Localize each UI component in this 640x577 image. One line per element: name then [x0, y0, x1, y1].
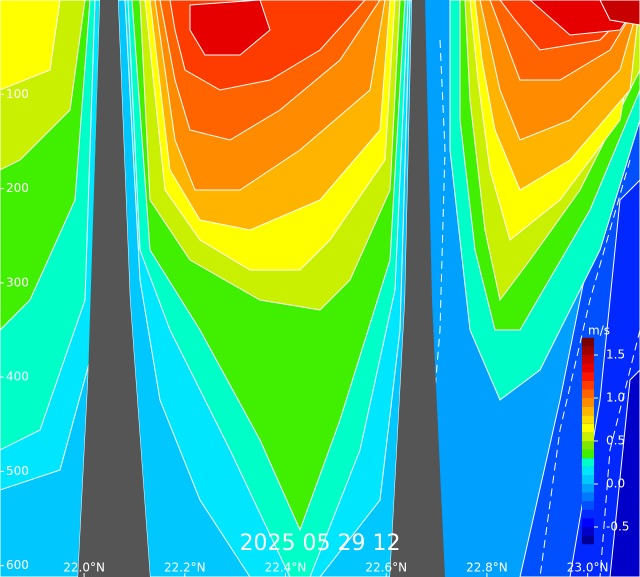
contour	[0, 0, 61, 91]
contour-line	[429, 39, 446, 451]
colorbar-swatch	[582, 423, 594, 433]
colorbar-tick-label: 1.5	[606, 348, 625, 362]
colorbar-swatch	[582, 492, 594, 502]
colorbar-swatch	[582, 363, 594, 373]
y-tick-label: 600	[6, 558, 29, 572]
colorbar-swatch	[582, 346, 594, 355]
x-tick-label: 22.8°N	[466, 561, 508, 575]
chart-title: 2025 05 29 12	[240, 531, 401, 556]
contour-line	[539, 159, 631, 577]
colorbar-swatch	[582, 527, 594, 536]
colorbar-swatch	[582, 509, 594, 519]
topography	[78, 0, 150, 577]
colorbar-swatch	[582, 501, 594, 510]
colorbar-swatch	[582, 475, 594, 484]
colorbar-swatch	[582, 380, 594, 390]
colorbar-swatch	[582, 449, 594, 459]
colorbar-swatch	[582, 415, 594, 424]
colorbar-swatch	[582, 484, 594, 493]
colorbar-swatch	[582, 372, 594, 381]
colorbar-swatch	[582, 458, 594, 467]
colorbar-swatch	[582, 389, 594, 398]
colorbar-swatch	[582, 355, 594, 364]
colorbar-label: m/s	[588, 324, 610, 338]
y-tick-label: 100	[6, 87, 29, 101]
contour-line	[599, 329, 640, 577]
colorbar-swatch	[582, 398, 594, 407]
x-tick-label: 22.0°N	[63, 561, 105, 575]
x-tick-label: 22.2°N	[164, 561, 206, 575]
x-tick-label: 22.6°N	[365, 561, 407, 575]
colorbar-tick-label: 1.0	[606, 391, 625, 405]
colorbar-swatch	[582, 535, 594, 545]
contour	[599, 0, 640, 26]
contour	[609, 369, 640, 577]
colorbar-swatch	[582, 441, 594, 450]
x-tick-label: 23.0°N	[567, 561, 609, 575]
topography	[390, 0, 445, 577]
colorbar-swatch	[582, 406, 594, 416]
colorbar-tick-label: -0.5	[606, 520, 629, 534]
colorbar-swatch	[582, 337, 594, 347]
colorbar-swatch	[582, 518, 594, 527]
colorbar-tick-label: 0.5	[606, 434, 625, 448]
colorbar-swatch	[582, 432, 594, 441]
y-tick-label: 300	[6, 275, 29, 289]
y-tick-label: 200	[6, 181, 29, 195]
y-tick-label: 500	[6, 464, 29, 478]
y-tick-label: 400	[6, 370, 29, 384]
negative-contours	[429, 39, 640, 577]
colorbar-tick-label: 0.0	[606, 477, 625, 491]
contour	[189, 0, 271, 56]
colorbar-swatch	[582, 466, 594, 476]
x-tick-label: 22.4°N	[265, 561, 307, 575]
